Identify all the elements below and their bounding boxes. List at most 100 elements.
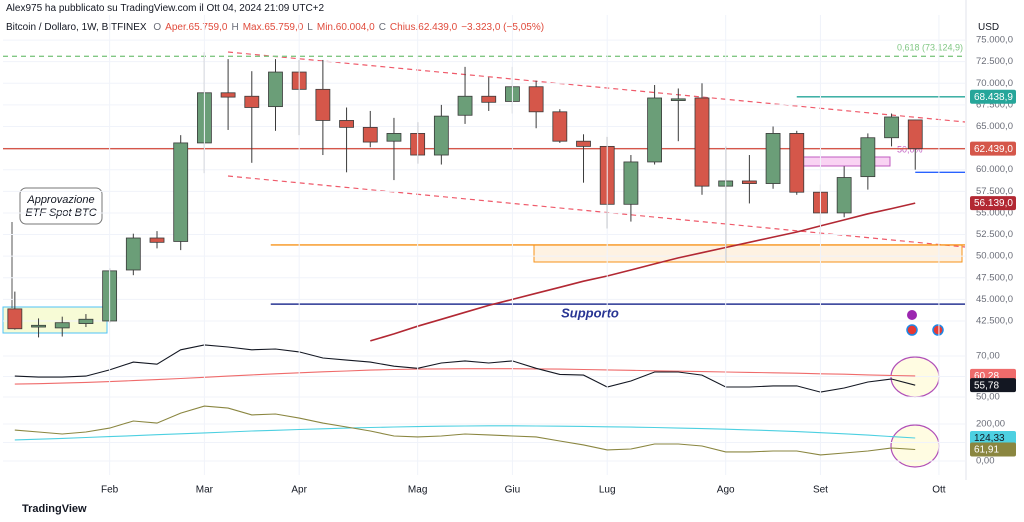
y-tick-label: 52.500,0 xyxy=(976,229,1013,240)
y-tick-label: 50.000,0 xyxy=(976,251,1013,262)
footer-brand: TradingView xyxy=(22,503,87,515)
candle-body xyxy=(765,133,781,184)
callout-box xyxy=(19,187,103,225)
ohlc-text: Min.60.004,0 xyxy=(316,22,375,33)
event-icon[interactable] xyxy=(907,310,917,320)
candle-body xyxy=(552,111,568,142)
x-tick-label: Mar xyxy=(196,485,214,496)
candle-body xyxy=(741,180,757,184)
series-line xyxy=(370,202,916,342)
y-tick-label: 200,00 xyxy=(976,419,1005,430)
price-label: 56.139,0 xyxy=(974,198,1013,209)
candle-body xyxy=(54,322,70,329)
x-tick-label: Set xyxy=(813,485,828,496)
price-label: 62.439,0 xyxy=(974,144,1013,155)
ohlc-text: −3.323,0 (−5,05%) xyxy=(461,22,545,33)
y-tick-label: 70.000,0 xyxy=(976,78,1013,89)
candle-body xyxy=(576,140,591,147)
candle-body xyxy=(220,92,236,98)
price-label-box xyxy=(970,89,1016,104)
series-line xyxy=(14,344,916,393)
series-line xyxy=(14,368,916,385)
candle-body xyxy=(433,115,449,156)
x-tick-label: Giu xyxy=(505,485,521,496)
candle-body xyxy=(362,126,378,143)
candle-body xyxy=(244,95,260,108)
ohlc-text: Chius.62.439,0 xyxy=(389,22,458,33)
x-tick-label: Feb xyxy=(101,485,119,496)
y-tick-label: 42.500,0 xyxy=(976,315,1013,326)
price-label: 61,91 xyxy=(974,445,999,456)
y-tick-label: 57.500,0 xyxy=(976,186,1013,197)
fib-zone xyxy=(799,156,891,167)
symbol-line: Bitcoin / Dollaro, 1W, BITFINEX O Aper.65… xyxy=(6,22,548,33)
ohlc-text: Aper.65.759,0 xyxy=(165,22,228,33)
support-label: Supporto xyxy=(561,305,619,320)
y-tick-label: 72.500,0 xyxy=(976,56,1013,67)
candle-body xyxy=(315,88,331,121)
candle-body xyxy=(860,137,876,178)
x-tick-label: Ago xyxy=(717,485,735,496)
x-tick-label: Ott xyxy=(932,485,946,496)
line-note: 0,618 (73.124,9) xyxy=(897,43,963,53)
candle-body xyxy=(339,120,354,128)
candle-body xyxy=(647,97,663,163)
ohlc-text: L xyxy=(307,22,313,33)
y-tick-label: 70,00 xyxy=(976,351,1000,362)
axis-unit: USD xyxy=(978,22,1000,33)
y-tick-label: 75.000,0 xyxy=(976,35,1013,46)
price-label-box xyxy=(970,196,1016,211)
x-tick-label: Apr xyxy=(291,485,307,496)
price-label: 60,28 xyxy=(974,371,999,382)
event-icon[interactable] xyxy=(932,324,944,336)
event-icon[interactable] xyxy=(906,324,918,336)
price-label-box xyxy=(970,378,1016,393)
candle-body xyxy=(149,237,165,243)
candle-body xyxy=(670,98,686,101)
symbol-title: Bitcoin / Dollaro, 1W, BITFINEX xyxy=(6,22,147,33)
trendline-lower xyxy=(227,175,966,248)
price-label: 68.438,9 xyxy=(974,92,1013,103)
candle-body xyxy=(481,95,497,103)
y-tick-label: 0,00 xyxy=(976,456,995,467)
y-tick-label: 65.000,0 xyxy=(976,121,1013,132)
fib-label: 50,0% xyxy=(897,144,923,154)
candle-body xyxy=(528,86,544,113)
candle-body xyxy=(125,237,141,271)
candle-body xyxy=(789,133,805,193)
candle-body xyxy=(623,161,639,205)
candle-body xyxy=(78,318,94,324)
ohlc-text: C xyxy=(378,22,386,33)
x-tick-label: Mag xyxy=(408,485,427,496)
candle-body xyxy=(386,133,402,142)
price-label: 55,78 xyxy=(974,380,999,391)
candle-body xyxy=(31,324,46,328)
y-tick-label: 50,00 xyxy=(976,392,1000,403)
series-line xyxy=(14,405,916,456)
x-tick-label: Lug xyxy=(599,485,616,496)
candle-body xyxy=(457,95,473,116)
candle-body xyxy=(173,142,189,242)
price-label-box xyxy=(970,442,1016,457)
callout-text: Approvazione xyxy=(26,194,94,206)
highlight-circle xyxy=(890,356,940,398)
price-label-box xyxy=(970,141,1016,156)
price-label: 124,33 xyxy=(974,433,1005,444)
candle-body xyxy=(907,119,923,150)
candle-body xyxy=(7,308,23,330)
author-line: Alex975 ha pubblicato su TradingView.com… xyxy=(6,3,325,14)
y-tick-label: 60.000,0 xyxy=(976,164,1013,175)
trendline-upper xyxy=(227,51,966,123)
candle-body xyxy=(694,97,710,187)
ohlc-text: H xyxy=(231,22,239,33)
y-tick-label: 67.500,0 xyxy=(976,99,1013,110)
ohlc-text: Max.65.759,0 xyxy=(242,22,304,33)
y-tick-label: 47.500,0 xyxy=(976,272,1013,283)
y-tick-label: 45.000,0 xyxy=(976,294,1013,305)
support-zone xyxy=(533,244,963,263)
ohlc-text: O xyxy=(153,22,162,33)
y-tick-label: 55.000,0 xyxy=(976,207,1013,218)
candle-body xyxy=(836,177,852,214)
